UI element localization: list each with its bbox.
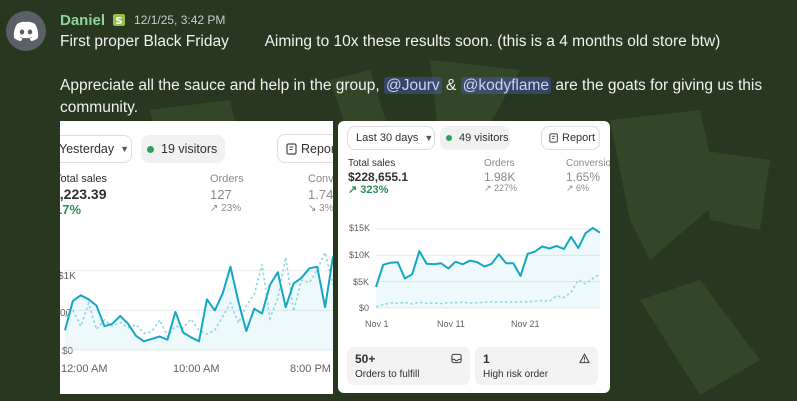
chevron-down-icon: ▼ xyxy=(120,144,130,154)
visitors-label: 19 visitors xyxy=(161,142,218,156)
date-range-selector[interactable]: Last 30 days ▼ xyxy=(347,126,435,150)
metric-value: 4,223.39 xyxy=(60,186,107,202)
live-dot-icon xyxy=(446,135,452,141)
metric-label: Orders xyxy=(484,158,515,169)
warning-icon xyxy=(579,353,590,364)
high-risk-order-card[interactable]: 1 High risk order xyxy=(475,347,598,385)
message-text: First proper Black Friday xyxy=(60,33,229,50)
report-label: Report xyxy=(301,141,333,156)
message-timestamp: 12/1/25, 3:42 PM xyxy=(134,13,226,27)
card-value: 1 xyxy=(483,352,490,366)
date-range-label: Yesterday xyxy=(60,142,115,156)
x-tick-label: Nov 1 xyxy=(365,319,389,329)
x-tick-label: Nov 21 xyxy=(511,319,540,329)
metric-value: 1.74 xyxy=(308,187,333,202)
mention-jourv[interactable]: @Jourv xyxy=(384,77,442,94)
sales-chart-right xyxy=(375,226,601,309)
attachment-image-right[interactable]: Last 30 days ▼ 49 visitors Report Total … xyxy=(338,121,610,393)
metric-change: ↗ 23% xyxy=(210,203,242,214)
message-header: Daniel S 12/1/25, 3:42 PM xyxy=(60,11,225,29)
report-button[interactable]: Report xyxy=(541,126,600,150)
x-tick-label: 10:00 AM xyxy=(173,363,220,375)
report-icon xyxy=(286,142,297,155)
y-tick-label: 00 xyxy=(60,308,72,319)
message-text: Appreciate all the sauce and help in the… xyxy=(60,77,380,94)
metric-label: Total sales xyxy=(60,173,107,185)
y-tick-label: $1K xyxy=(60,271,76,282)
metric-change: ↗ 323% xyxy=(348,184,389,196)
metric-label: Conversio xyxy=(566,158,610,169)
metric-change: ↗ 6% xyxy=(566,183,590,193)
metric-value: 1.65% xyxy=(566,170,601,184)
y-tick-label: $0 xyxy=(62,346,74,357)
metric-label: Conv xyxy=(308,173,333,185)
report-label: Report xyxy=(562,132,596,144)
card-value: 50+ xyxy=(355,352,376,366)
card-label: High risk order xyxy=(483,369,549,380)
avatar[interactable] xyxy=(6,11,46,51)
message-text: & xyxy=(445,77,457,94)
metric-label: Total sales xyxy=(348,158,396,169)
metric-value: 1.98K xyxy=(484,170,516,184)
discord-logo-icon xyxy=(13,21,39,41)
metric-value: 127 xyxy=(210,187,232,202)
emoji xyxy=(233,32,261,50)
shopify-bag-icon: S xyxy=(113,14,126,27)
y-tick-label: $10K xyxy=(349,250,371,260)
live-dot-icon xyxy=(147,145,154,153)
metric-change: 17% xyxy=(60,202,82,217)
chevron-down-icon: ▼ xyxy=(424,133,434,143)
sales-series-line xyxy=(375,226,601,288)
metric-value: $228,655.1 xyxy=(348,170,409,184)
message-line-2: Appreciate all the sauce and help in the… xyxy=(60,75,770,119)
inbox-icon xyxy=(451,353,462,364)
message-text: Aiming to 10x these results soon. (this … xyxy=(264,33,721,50)
x-tick-label: 12:00 AM xyxy=(61,363,108,375)
mention-kodyflame[interactable]: @kodyflame xyxy=(460,77,552,94)
svg-text:S: S xyxy=(115,16,122,27)
y-tick-label: $5K xyxy=(353,277,370,287)
area-fill xyxy=(376,227,600,308)
card-label: Orders to fulfill xyxy=(355,369,420,380)
sales-chart-left xyxy=(64,250,333,351)
x-tick-label: Nov 11 xyxy=(437,319,465,329)
report-button[interactable]: Report xyxy=(277,134,333,163)
visitors-pill[interactable]: 49 visitors xyxy=(440,126,510,150)
date-range-label: Last 30 days xyxy=(356,132,419,144)
visitors-pill[interactable]: 19 visitors xyxy=(141,135,225,163)
date-range-selector[interactable]: Yesterday ▼ xyxy=(60,135,132,163)
area-fill xyxy=(65,256,333,350)
author-name[interactable]: Daniel xyxy=(60,11,106,29)
x-tick-label: 8:00 PM xyxy=(290,363,331,375)
message-line-1: First proper Black Friday Aiming to 10x … xyxy=(60,31,720,53)
y-tick-label: $0 xyxy=(359,303,370,313)
report-icon xyxy=(549,133,558,143)
orders-to-fulfill-card[interactable]: 50+ Orders to fulfill xyxy=(347,347,470,385)
metric-label: Orders xyxy=(210,173,244,185)
attachment-image-left[interactable]: Yesterday ▼ 19 visitors Report Total sal… xyxy=(60,121,333,394)
y-tick-label: $15K xyxy=(349,223,371,233)
message-text: are the goats for giving us this communi… xyxy=(60,77,763,116)
metric-change: ↗ 227% xyxy=(484,183,518,193)
visitors-label: 49 visitors xyxy=(459,132,509,144)
sales-series-line xyxy=(64,256,333,343)
metric-change: ↘ 3% xyxy=(308,203,333,214)
